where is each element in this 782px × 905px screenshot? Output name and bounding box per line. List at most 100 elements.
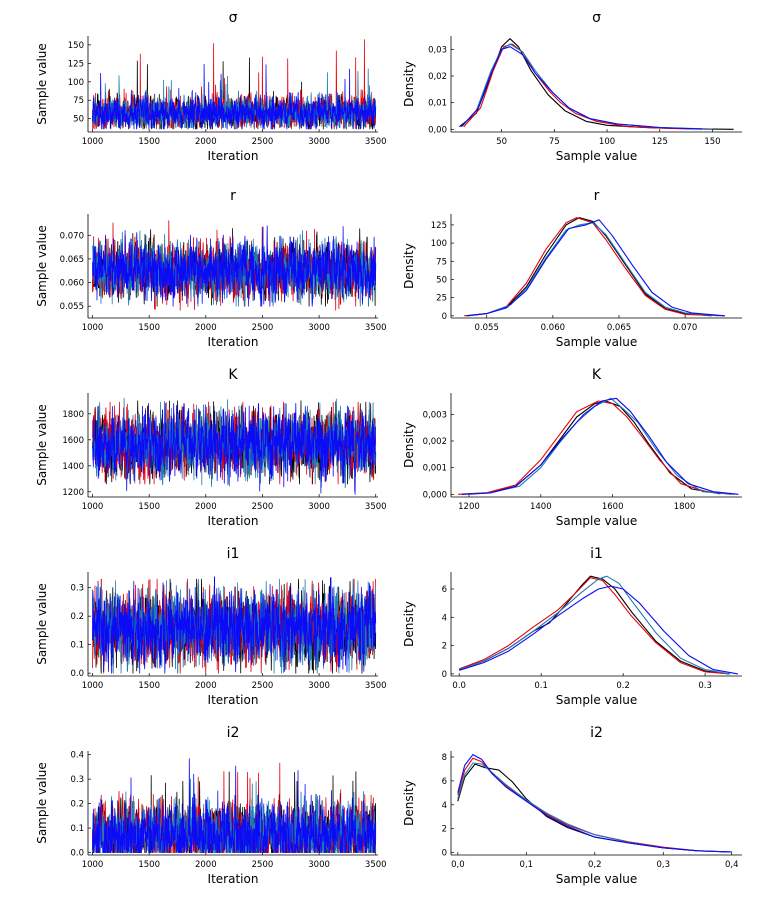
x-tick-label: 1000 [82,502,104,512]
series-line-3 [92,778,377,853]
y-tick-label: 8 [442,753,447,763]
y-tick-label: 6 [442,777,447,787]
x-tick-label: 1600 [602,502,624,512]
y-tick-label: 125 [68,59,84,69]
panel-title: i1 [590,546,603,562]
y-axis-label: Density [402,61,416,107]
y-axis-label: Density [402,601,416,647]
x-tick-label: 3500 [365,502,387,512]
x-tick-label: 1500 [138,323,160,333]
x-axis-label: Sample value [556,335,638,349]
x-tick-label: 3500 [365,860,387,870]
y-axis-label: Sample value [35,762,49,844]
panel-density-1: σ 50 75 100 125 150 0,00 0,01 0,02 0,03 Sample val… [402,10,742,163]
x-tick-label: 2000 [195,681,217,691]
x-tick-label: 1000 [82,323,104,333]
x-tick-label: 0.070 [673,323,697,333]
panel-title: σ [229,10,238,26]
x-tick-label: 3500 [365,323,387,333]
y-tick-label: 0,01 [428,99,447,109]
x-axis-label: Sample value [556,872,638,886]
y-tick-label: 0.065 [60,255,84,265]
panel-title: K [228,367,238,383]
y-tick-label: 100 [68,78,84,88]
x-tick-label: 2500 [252,323,274,333]
x-tick-label: 1500 [138,502,160,512]
x-tick-label: 150 [704,137,720,147]
series-line-2 [457,757,732,853]
x-tick-label: 2000 [195,860,217,870]
x-axis-label: Sample value [556,514,638,528]
x-tick-label: 2500 [252,137,274,147]
x-tick-label: 0.3 [698,681,712,691]
y-tick-label: 0.4 [70,751,84,761]
y-tick-label: 1600 [62,436,84,446]
panel-title: i2 [590,725,603,741]
series-line-3 [466,222,719,317]
y-tick-label: 100 [431,239,447,249]
panel-trace-8: i2 1000 1500 2000 2500 3000 3500 0.0 0.1 0.2 0.3 0.… [35,725,387,886]
x-axis-label: Iteration [208,693,259,707]
y-tick-label: 0.0 [70,849,84,859]
x-tick-label: 1800 [674,502,696,512]
panel-title: K [592,367,602,383]
y-axis-label: Sample value [35,43,49,125]
x-axis-label: Iteration [208,872,259,886]
x-tick-label: 2500 [252,860,274,870]
series-line-4 [92,403,377,495]
panel-title: σ [592,10,601,26]
y-tick-label: 0.3 [70,775,84,785]
x-tick-label: 2500 [252,502,274,512]
y-tick-label: 75 [436,257,447,267]
y-tick-label: 0,03 [428,45,447,55]
series-line-4 [466,219,725,317]
y-tick-label: 0.2 [70,800,84,810]
panel-trace-6: i1 1000 1500 2000 2500 3000 3500 0.0 0.1 0.2 0.3 It… [35,546,387,707]
series-line-4 [461,397,739,495]
panel-trace-4: K 1000 1500 2000 2500 3000 3500 1200 1400 1600 180… [35,367,387,528]
y-tick-label: 50 [73,115,84,125]
x-axis-label: Iteration [208,335,259,349]
x-tick-label: 0.060 [541,323,565,333]
panel-trace-0: σ 1000 1500 2000 2500 3000 3500 50 75 100 125 150 It… [35,10,387,163]
y-tick-label: 0,000 [423,490,447,500]
x-tick-label: 75 [549,137,560,147]
series-line-4 [92,225,377,307]
x-tick-label: 3000 [308,137,330,147]
x-tick-label: 3000 [308,323,330,333]
panel-density-5: K 1200 1400 1600 1800 0,000 0,001 0,002 0,003 Sam… [402,367,742,528]
series-line-4 [92,576,377,674]
series-line-1 [461,400,721,495]
y-tick-label: 0,001 [423,464,447,474]
x-tick-label: 0.0 [452,681,466,691]
y-tick-label: 0.1 [70,824,84,834]
x-tick-label: 2000 [195,323,217,333]
x-tick-label: 1000 [82,860,104,870]
y-tick-label: 25 [436,294,447,304]
y-tick-label: 0.060 [60,279,84,289]
x-tick-label: 2000 [195,137,217,147]
x-tick-label: 0.1 [534,681,548,691]
y-tick-label: 6 [442,585,447,595]
x-tick-label: 3500 [365,137,387,147]
y-tick-label: 0,02 [428,72,447,82]
y-tick-label: 50 [436,275,447,285]
y-tick-label: 0.070 [60,231,84,241]
x-tick-label: 3000 [308,502,330,512]
y-tick-label: 0,003 [423,410,447,420]
y-tick-label: 2 [442,825,447,835]
x-tick-label: 2000 [195,502,217,512]
x-tick-label: 50 [496,137,507,147]
panel-title: r [594,188,600,204]
y-tick-label: 0.055 [60,302,84,312]
panel-trace-2: r 1000 1500 2000 2500 3000 3500 0.055 0.060 0.065… [35,188,387,349]
series-line-4 [457,754,732,853]
series-line-2 [458,400,732,495]
series-line-2 [464,217,725,317]
y-tick-label: 0,00 [428,125,447,135]
panel-density-7: i1 0.0 0.1 0.2 0.3 0 2 4 6 Sample value Density [402,546,742,707]
y-axis-label: Density [402,422,416,468]
series-line-4 [459,585,738,675]
x-tick-label: 0.2 [616,681,630,691]
